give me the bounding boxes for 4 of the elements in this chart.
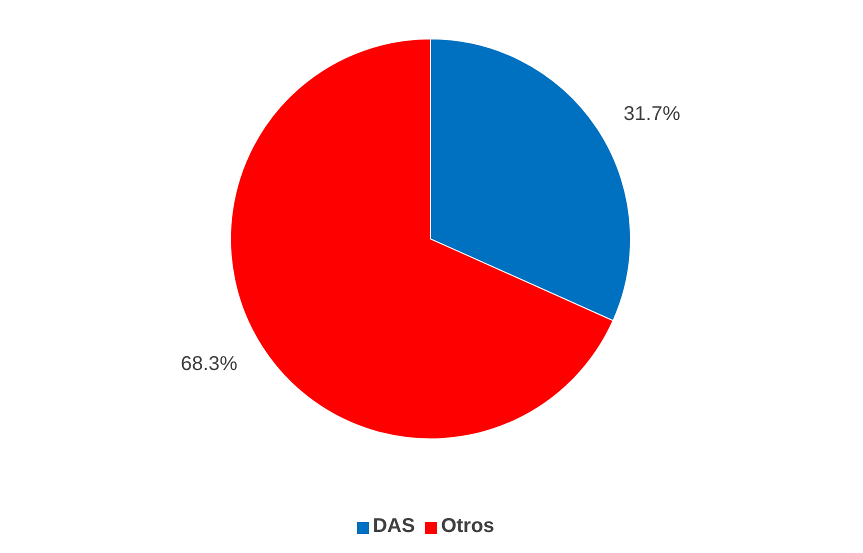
legend-label: DAS	[372, 515, 415, 537]
legend-label: Otros	[440, 515, 494, 537]
data-label: 68.3%	[180, 352, 238, 375]
data-label: 31.7%	[624, 102, 680, 125]
